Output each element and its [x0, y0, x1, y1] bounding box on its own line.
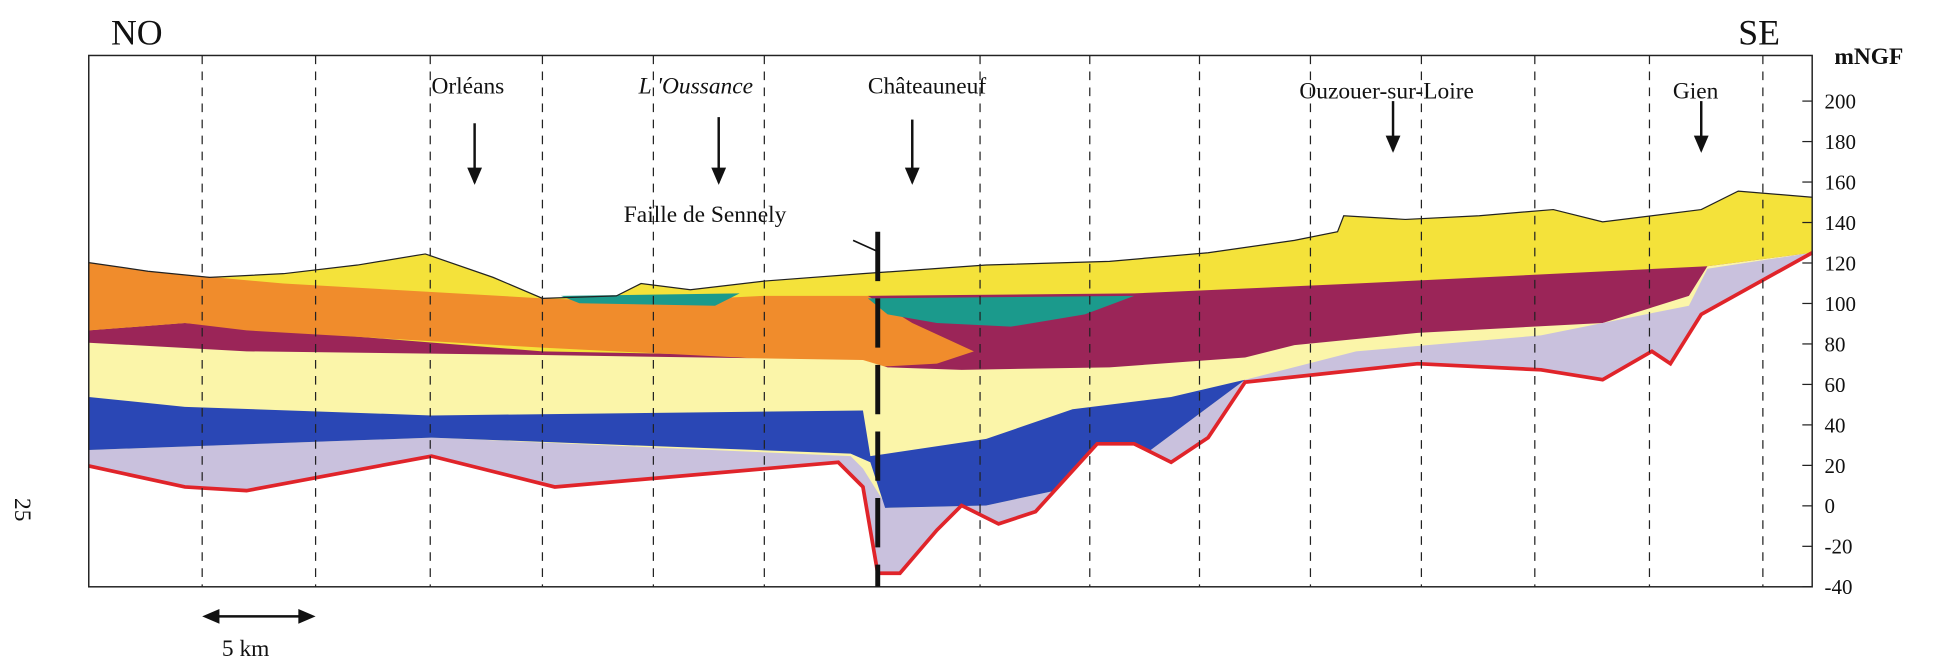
- tick-label: -40: [1825, 575, 1853, 599]
- tick-label: 100: [1825, 292, 1856, 316]
- tick-label: 160: [1825, 170, 1856, 194]
- axis-unit: mNGF: [1834, 44, 1903, 70]
- scale-head: [298, 609, 315, 624]
- arrow-head: [711, 168, 726, 185]
- scale-label: 5 km: [222, 636, 269, 662]
- direction-left: NO: [111, 12, 163, 52]
- tick-label: 120: [1825, 251, 1856, 275]
- place-label: L 'Oussance: [638, 74, 753, 100]
- place-label: Ouzouer-sur-Loire: [1299, 79, 1474, 105]
- scale-head: [202, 609, 219, 624]
- layers: [89, 191, 1812, 587]
- tick-label: 60: [1825, 373, 1846, 397]
- tick-label: 140: [1825, 211, 1856, 235]
- fault-label: Faille de Sennely: [624, 202, 787, 228]
- tick-label: -20: [1825, 535, 1853, 559]
- cross-section: NO SE mNGF Orléans L 'Oussance Châteaune…: [0, 0, 1933, 662]
- tick-label: 20: [1825, 454, 1846, 478]
- place-label: Châteauneuf: [868, 74, 986, 100]
- tick-label: 200: [1825, 89, 1856, 113]
- tick-label: 40: [1825, 413, 1846, 437]
- tick-label: 0: [1825, 494, 1835, 518]
- page-number: 25: [9, 498, 35, 521]
- arrow-head: [905, 168, 920, 185]
- arrow-head: [467, 168, 482, 185]
- tick-label: 80: [1825, 332, 1846, 356]
- place-label: Orléans: [431, 74, 504, 100]
- tick-label: 180: [1825, 130, 1856, 154]
- place-label: Gien: [1673, 79, 1719, 105]
- arrow-head: [1386, 136, 1401, 153]
- arrow-head: [1694, 136, 1709, 153]
- fault-pointer: [853, 240, 878, 251]
- direction-right: SE: [1738, 12, 1780, 52]
